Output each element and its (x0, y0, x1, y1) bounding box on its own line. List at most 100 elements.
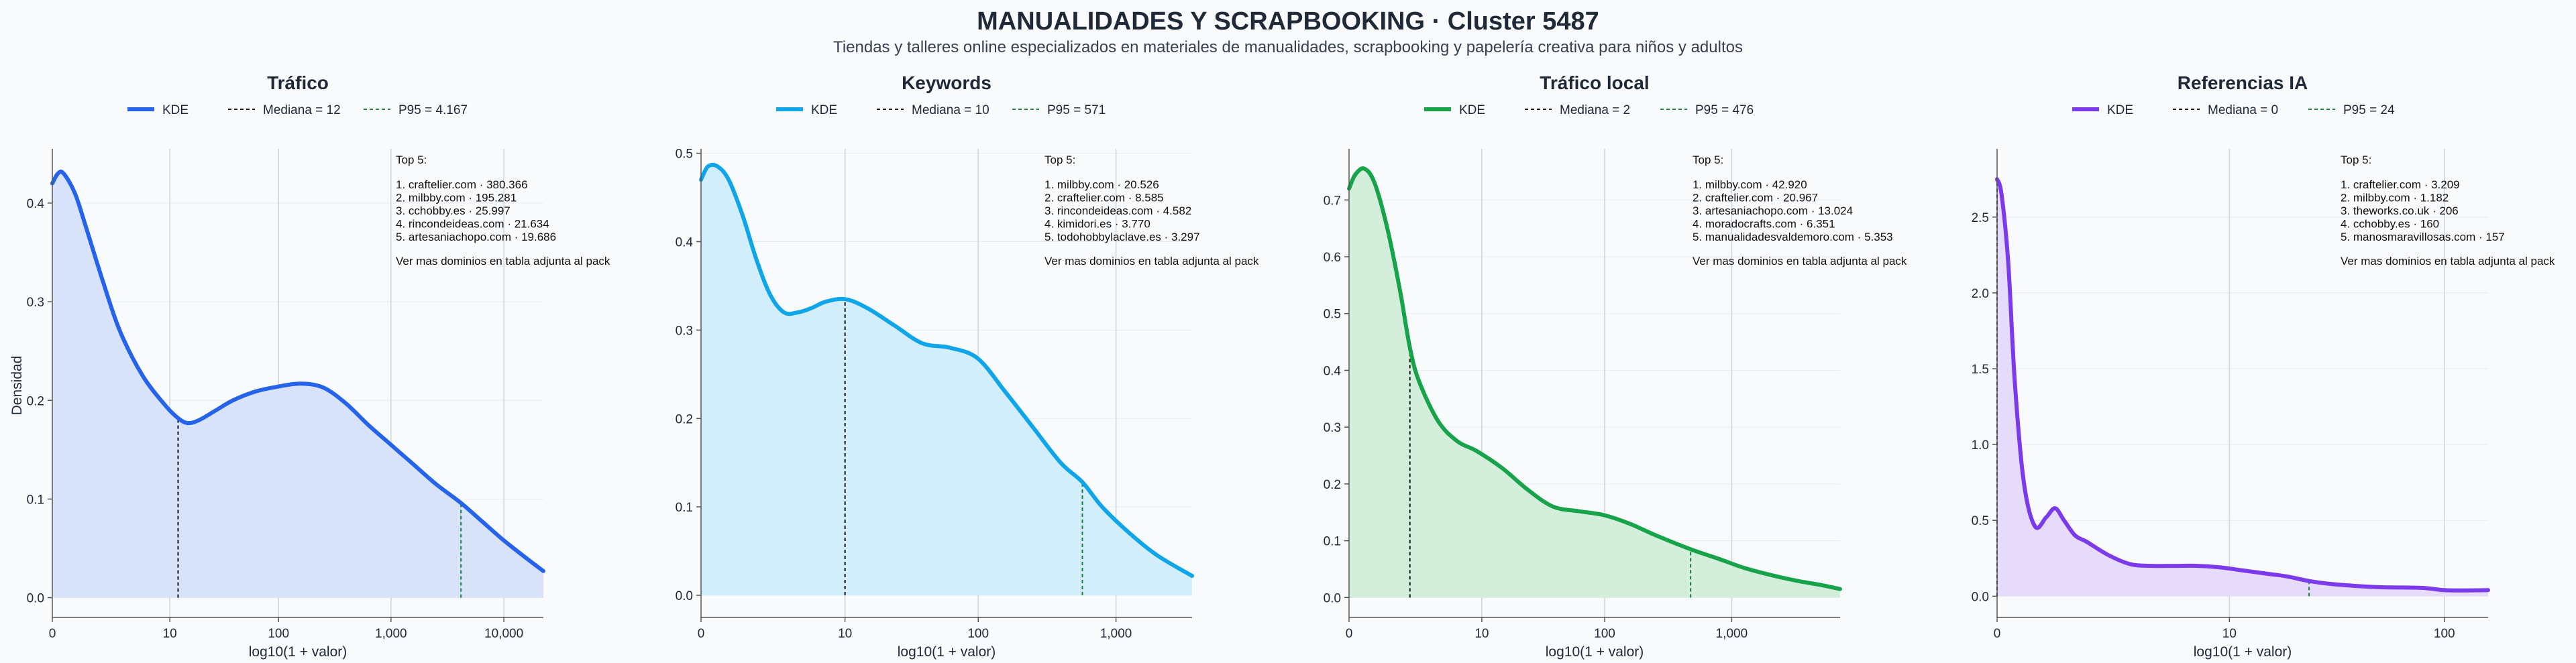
y-axis-label: Densidad (9, 356, 25, 416)
chart-panel-3: Tráfico local KDE Mediana = 2 P95 = 476 0.0 0… (1324, 72, 1907, 660)
x-tick-label: 0 (1994, 627, 2001, 641)
legend-kde-label: KDE (1459, 103, 1485, 117)
top5-item: 3. cchobby.es · 25.997 (396, 204, 511, 217)
top5-item: 3. theworks.co.uk · 206 (2341, 204, 2459, 217)
kde-area (1349, 168, 1840, 598)
x-tick-label: 10 (1474, 627, 1489, 641)
top5-item: 5. manualidadesvaldemoro.com · 5.353 (1693, 231, 1893, 243)
legend-median-label: Mediana = 12 (263, 103, 341, 117)
x-axis-label: log10(1 + valor) (2194, 644, 2292, 660)
y-tick-label: 0.4 (1324, 364, 1342, 378)
x-tick-label: 1,000 (375, 627, 407, 641)
x-axis-label: log10(1 + valor) (249, 644, 347, 660)
panel-title: Tráfico local (1540, 72, 1649, 93)
x-tick-label: 0 (698, 627, 705, 641)
panel-title: Tráfico (267, 72, 329, 93)
x-axis-label: log10(1 + valor) (898, 644, 996, 660)
y-tick-label: 1.0 (1972, 438, 1989, 453)
top5-item: 3. rincondeideas.com · 4.582 (1044, 204, 1191, 217)
y-tick-label: 2.5 (1972, 211, 1989, 225)
y-tick-label: 0.4 (27, 197, 45, 211)
y-tick-label: 0.1 (1324, 535, 1341, 549)
top5-item: 5. todohobbylaclave.es · 3.297 (1044, 231, 1200, 243)
top5-item: 4. cchobby.es · 160 (2341, 218, 2439, 231)
legend: KDE Mediana = 12 P95 = 4.167 (127, 103, 468, 117)
y-tick-label: 0.5 (1324, 308, 1341, 322)
x-tick-label: 10 (163, 627, 177, 641)
x-tick-label: 10 (838, 627, 852, 641)
legend: KDE Mediana = 2 P95 = 476 (1424, 103, 1754, 117)
y-tick-label: 0.3 (27, 296, 44, 310)
y-tick-label: 0.5 (1972, 514, 1989, 528)
figure-title: MANUALIDADES Y SCRAPBOOKING · Cluster 54… (977, 7, 1599, 36)
top5-item: 5. manosmaravillosas.com · 157 (2341, 231, 2505, 243)
legend-kde-label: KDE (162, 103, 189, 117)
y-tick-label: 0.6 (1324, 251, 1341, 265)
panel-title: Referencias IA (2178, 72, 2308, 93)
x-tick-label: 100 (268, 627, 289, 641)
y-tick-label: 1.5 (1972, 363, 1989, 377)
kde-line (50, 169, 545, 573)
top5-item: 1. milbby.com · 20.526 (1044, 178, 1159, 191)
kde-line (699, 162, 1194, 579)
top5-item: 4. rincondeideas.com · 21.634 (396, 218, 549, 231)
top5-item: 2. milbby.com · 1.182 (2341, 192, 2449, 204)
chart-panel-2: Keywords KDE Mediana = 10 P95 = 571 0.0 0.1 0.… (676, 72, 1259, 660)
x-tick-label: 10 (2222, 627, 2237, 641)
top5-item: 1. craftelier.com · 380.366 (396, 178, 528, 191)
chart-panel-4: Referencias IA KDE Mediana = 0 P95 = 24 0.0 0… (1972, 72, 2555, 660)
kde-area (1997, 179, 2488, 597)
x-tick-label: 100 (2434, 627, 2455, 641)
kde-area (701, 164, 1192, 596)
legend-p95-label: P95 = 24 (2343, 103, 2395, 117)
x-tick-label: 10,000 (484, 627, 523, 641)
top5-item: 4. kimidori.es · 3.770 (1044, 218, 1150, 231)
top5-item: 4. moradocrafts.com · 6.351 (1693, 218, 1835, 231)
y-tick-label: 0.0 (1324, 591, 1341, 605)
legend: KDE Mediana = 0 P95 = 24 (2072, 103, 2395, 117)
top5-item: 3. artesaniachopo.com · 13.024 (1693, 204, 1853, 217)
figure-subtitle: Tiendas y talleres online especializados… (833, 38, 1743, 56)
kde-line (1995, 177, 2490, 593)
legend-p95-label: P95 = 476 (1695, 103, 1754, 117)
y-tick-label: 0.2 (27, 394, 44, 408)
x-tick-label: 100 (1594, 627, 1615, 641)
top5-item: 2. craftelier.com · 20.967 (1693, 192, 1818, 204)
top5-item: 5. artesaniachopo.com · 19.686 (396, 231, 556, 243)
legend-p95-label: P95 = 571 (1047, 103, 1106, 117)
top5-footer: Ver mas dominios en tabla adjunta al pac… (1044, 255, 1259, 267)
top5-header: Top 5: (1044, 154, 1075, 166)
top5-item: 1. milbby.com · 42.920 (1693, 178, 1807, 191)
top5-footer: Ver mas dominios en tabla adjunta al pac… (1693, 255, 1907, 267)
y-tick-label: 0.1 (27, 493, 44, 507)
legend-median-label: Mediana = 10 (912, 103, 989, 117)
top5-item: 1. craftelier.com · 3.209 (2341, 178, 2460, 191)
legend: KDE Mediana = 10 P95 = 571 (776, 103, 1106, 117)
top5-footer: Ver mas dominios en tabla adjunta al pac… (2341, 255, 2555, 267)
y-tick-label: 0.0 (1972, 590, 1989, 604)
x-tick-label: 1,000 (1100, 627, 1132, 641)
x-tick-label: 1,000 (1716, 627, 1748, 641)
y-tick-label: 0.4 (676, 235, 694, 249)
top5-item: 2. craftelier.com · 8.585 (1044, 192, 1164, 204)
y-tick-label: 0.3 (676, 324, 693, 338)
legend-kde-label: KDE (2107, 103, 2133, 117)
legend-median-label: Mediana = 2 (1560, 103, 1630, 117)
panel-title: Keywords (902, 72, 991, 93)
chart-panel-1: Tráfico KDE Mediana = 12 P95 = 4.167 0.0 0.1 0… (27, 72, 610, 660)
top5-header: Top 5: (396, 154, 427, 166)
y-tick-label: 0.2 (676, 412, 693, 426)
top5-item: 2. milbby.com · 195.281 (396, 192, 517, 204)
y-tick-label: 0.0 (676, 589, 693, 603)
y-tick-label: 0.7 (1324, 194, 1341, 208)
y-tick-label: 0.2 (1324, 478, 1341, 492)
x-tick-label: 0 (1346, 627, 1353, 641)
legend-p95-label: P95 = 4.167 (398, 103, 468, 117)
y-tick-label: 2.0 (1972, 287, 1989, 301)
legend-median-label: Mediana = 0 (2208, 103, 2278, 117)
